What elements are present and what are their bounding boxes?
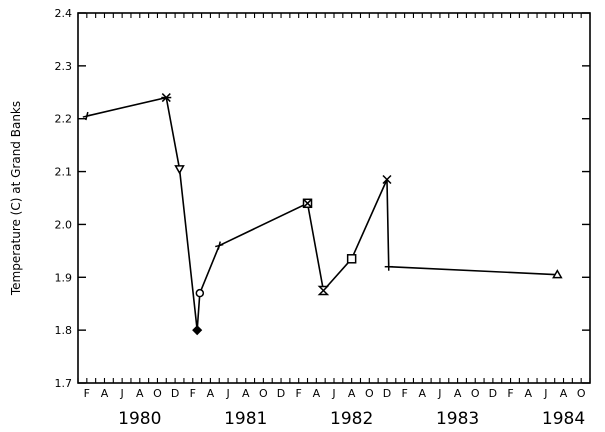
x-month-label: D (171, 387, 179, 400)
x-month-label: A (313, 387, 321, 400)
y-tick-label: 2.0 (55, 218, 73, 231)
x-month-label: J (437, 387, 441, 400)
y-axis: 1.7 1.8 1.9 2.0 2.1 2.2 2.3 2.4 (55, 7, 590, 390)
y-tick-label: 1.7 (55, 377, 73, 390)
data-point-circle-open (195, 288, 205, 298)
series-line (86, 96, 558, 331)
data-series (82, 93, 563, 336)
x-month-label: D (383, 387, 391, 400)
data-point-square-open (346, 254, 357, 264)
data-point-plus-tilted (215, 241, 224, 250)
x-month-label: O (153, 387, 162, 400)
x-month-label: D (489, 387, 497, 400)
x-month-label: J (543, 387, 547, 400)
y-axis-label: Temperature (C) at Grand Banks (9, 101, 23, 296)
x-year-label: 1981 (224, 409, 267, 429)
x-year-label: 1982 (330, 409, 373, 429)
y-tick-label: 1.8 (55, 324, 73, 337)
data-point-x (382, 174, 392, 185)
x-month-label: F (401, 387, 407, 400)
y-tick-label: 2.1 (55, 166, 73, 179)
data-point-plus-tilted (82, 111, 92, 121)
x-month-label: A (348, 387, 356, 400)
x-year-label: 1983 (436, 409, 479, 429)
x-month-label: O (471, 387, 480, 400)
data-point-triangle-down (174, 165, 185, 175)
data-point-triangle-up (552, 269, 563, 279)
x-month-label: J (120, 387, 124, 400)
x-month-label: A (560, 387, 568, 400)
x-year-label: 1984 (542, 409, 585, 429)
x-month-label: J (331, 387, 335, 400)
data-point-asterisk (161, 93, 172, 103)
x-month-label: A (454, 387, 462, 400)
x-month-label: O (365, 387, 374, 400)
y-tick-label: 2.4 (55, 7, 73, 20)
x-month-label: A (524, 387, 532, 400)
y-tick-label: 2.3 (55, 60, 73, 73)
data-point-plus (384, 262, 393, 271)
x-month-label: F (296, 387, 302, 400)
data-point-hourglass (317, 285, 330, 296)
x-month-label: F (84, 387, 90, 400)
x-month-label: A (419, 387, 427, 400)
x-year-label: 1980 (118, 409, 161, 429)
x-month-label: D (277, 387, 285, 400)
y-tick-label: 1.9 (55, 271, 73, 284)
x-month-label: J (225, 387, 229, 400)
x-month-label: O (577, 387, 586, 400)
x-month-label: F (507, 387, 513, 400)
x-month-label: A (207, 387, 215, 400)
x-month-label: A (136, 387, 144, 400)
data-point-diamond-filled (192, 325, 203, 336)
x-month-label: O (259, 387, 268, 400)
plot-frame (77, 12, 591, 384)
x-month-label: A (101, 387, 109, 400)
y-tick-label: 2.2 (55, 113, 73, 126)
x-month-label: A (242, 387, 250, 400)
x-month-label: F (190, 387, 196, 400)
data-point-square-cross (302, 198, 313, 209)
